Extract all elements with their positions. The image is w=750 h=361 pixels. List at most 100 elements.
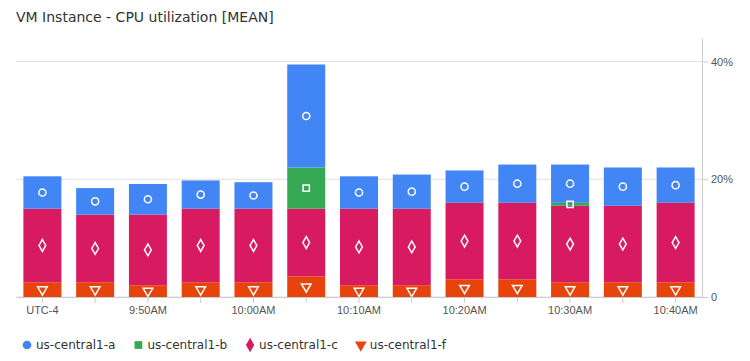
bar-segment — [657, 282, 695, 297]
bar-segment — [182, 282, 220, 297]
segment-marker — [618, 287, 628, 295]
segment-marker — [672, 182, 679, 189]
segment-marker — [672, 237, 679, 249]
y-tick-label: 40% — [711, 56, 733, 68]
x-tick-label: 10:20AM — [443, 304, 487, 316]
segment-marker — [460, 285, 470, 293]
bar-segment — [340, 209, 378, 286]
y-tick-mark — [702, 62, 708, 63]
segment-marker — [671, 287, 681, 295]
segment-marker — [461, 235, 468, 247]
segment-marker — [250, 240, 257, 252]
legend-label: us-central1-b — [147, 338, 227, 352]
legend-label: us-central1-f — [370, 338, 447, 352]
x-tick-mark — [570, 297, 571, 303]
legend-item: us-central1-a — [23, 338, 116, 352]
segment-marker — [196, 287, 206, 295]
x-tick: 9:50AM — [129, 297, 167, 316]
bar-segment — [393, 209, 431, 286]
x-tick — [95, 297, 96, 303]
segment-marker — [514, 235, 521, 247]
x-tick: UTC-4 — [26, 297, 58, 316]
x-axis: UTC-49:50AM10:00AM10:10AM10:20AM10:30AM1… — [17, 297, 703, 316]
bar-segment — [23, 176, 61, 208]
bar-segment — [23, 282, 61, 297]
x-tick: 10:10AM — [337, 297, 381, 316]
segment-marker — [144, 196, 151, 203]
bar-segment — [446, 170, 484, 202]
y-axis: 020%40% — [702, 39, 733, 304]
bar-segment — [23, 209, 61, 283]
segment-marker — [90, 287, 100, 295]
x-tick-mark — [147, 297, 148, 303]
segment-marker — [145, 244, 152, 256]
x-tick — [622, 297, 623, 303]
x-tick-label: 10:10AM — [337, 304, 381, 316]
bar-segment — [551, 282, 589, 297]
x-tick-mark — [200, 297, 201, 303]
segment-marker — [197, 240, 204, 252]
segment-marker — [461, 183, 468, 190]
segment-marker — [249, 287, 259, 295]
bar-segment — [340, 285, 378, 297]
x-tick: 10:00AM — [231, 297, 275, 316]
x-tick-label: 10:00AM — [231, 304, 275, 316]
x-tick — [411, 297, 412, 303]
segment-marker — [39, 189, 46, 196]
segment-markers — [38, 112, 681, 296]
bar-segment — [551, 165, 589, 203]
x-tick-mark — [359, 297, 360, 303]
bar-segment — [498, 203, 536, 280]
x-tick-label: 9:50AM — [129, 304, 167, 316]
bar-segment — [393, 285, 431, 297]
bar-segment — [551, 203, 589, 206]
bar-series — [287, 168, 589, 209]
bar-segment — [604, 282, 642, 297]
segment-marker — [303, 185, 309, 191]
chart: VM Instance - CPU utilization [MEAN] UTC-… — [0, 0, 750, 361]
legend: us-central1-a us-central1-b us-central1-c u… — [23, 338, 447, 352]
x-tick — [200, 297, 201, 303]
x-tick: 10:40AM — [654, 297, 698, 316]
x-tick: 10:20AM — [443, 297, 487, 316]
grid — [16, 62, 702, 297]
segment-marker — [619, 238, 626, 250]
segment-marker — [303, 237, 310, 249]
bar-series — [23, 203, 694, 285]
segment-marker — [39, 240, 46, 252]
bar-segment — [604, 206, 642, 283]
x-tick — [517, 297, 518, 303]
segment-marker — [408, 188, 415, 195]
bar-segment — [498, 279, 536, 297]
bar-segment — [446, 203, 484, 280]
bar-segment — [182, 180, 220, 208]
bar-segment — [287, 276, 325, 297]
y-tick: 0 — [702, 291, 717, 303]
segment-marker — [354, 288, 364, 296]
segment-marker — [303, 112, 310, 119]
x-tick-mark — [95, 297, 96, 303]
x-tick-mark — [675, 297, 676, 303]
x-tick-mark — [464, 297, 465, 303]
segment-marker — [197, 191, 204, 198]
segment-marker — [565, 287, 575, 295]
legend-item: us-central1-c — [246, 338, 338, 352]
bar-segment — [287, 168, 325, 209]
x-tick-mark — [42, 297, 43, 303]
bar-segment — [129, 215, 167, 286]
segment-marker — [38, 287, 48, 295]
segment-marker — [301, 284, 311, 292]
title: VM Instance - CPU utilization [MEAN] — [16, 9, 274, 25]
bar-segment — [129, 285, 167, 297]
bar-segment — [234, 282, 272, 297]
legend-label: us-central1-a — [36, 338, 115, 352]
x-tick-mark — [306, 297, 307, 303]
legend-symbol — [135, 341, 143, 349]
legend-label: us-central1-c — [259, 338, 338, 352]
x-tick-mark — [411, 297, 412, 303]
x-tick-label: 10:40AM — [654, 304, 698, 316]
bar-segment — [657, 203, 695, 282]
y-tick-label: 0 — [711, 291, 717, 303]
grid-line — [16, 61, 702, 62]
bar-segment — [76, 215, 114, 283]
